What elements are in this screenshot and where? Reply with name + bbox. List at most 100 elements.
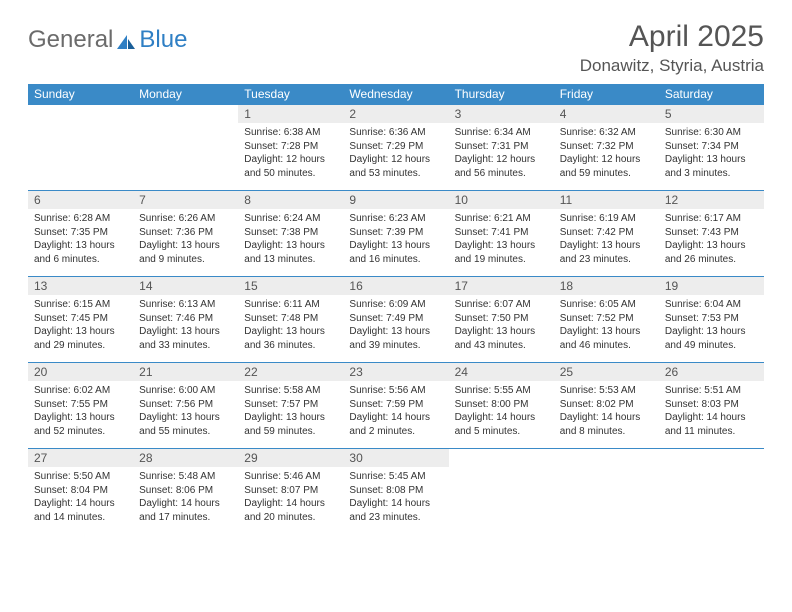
calendar-table: SundayMondayTuesdayWednesdayThursdayFrid… — [28, 84, 764, 535]
info-line: Sunrise: 5:55 AM — [455, 384, 548, 398]
info-line: Daylight: 14 hours — [665, 411, 758, 425]
weekday-header: Sunday — [28, 84, 133, 105]
day-number: 18 — [554, 277, 659, 295]
day-info: Sunrise: 5:45 AMSunset: 8:08 PMDaylight:… — [343, 467, 448, 524]
info-line: Daylight: 13 hours — [665, 153, 758, 167]
info-line: Sunrise: 6:26 AM — [139, 212, 232, 226]
day-info: Sunrise: 6:11 AMSunset: 7:48 PMDaylight:… — [238, 295, 343, 352]
day-info: Sunrise: 5:46 AMSunset: 8:07 PMDaylight:… — [238, 467, 343, 524]
day-number: 6 — [28, 191, 133, 209]
info-line: Daylight: 13 hours — [139, 411, 232, 425]
info-line: Daylight: 13 hours — [244, 239, 337, 253]
day-number: 9 — [343, 191, 448, 209]
day-number: 3 — [449, 105, 554, 123]
info-line: and 9 minutes. — [139, 253, 232, 267]
info-line: Sunrise: 5:53 AM — [560, 384, 653, 398]
info-line: Sunset: 7:36 PM — [139, 226, 232, 240]
day-number: 8 — [238, 191, 343, 209]
day-info: Sunrise: 6:38 AMSunset: 7:28 PMDaylight:… — [238, 123, 343, 180]
info-line: and 17 minutes. — [139, 511, 232, 525]
info-line: and 55 minutes. — [139, 425, 232, 439]
info-line: Sunrise: 6:09 AM — [349, 298, 442, 312]
weekday-header: Wednesday — [343, 84, 448, 105]
weekday-header: Monday — [133, 84, 238, 105]
logo: GeneralBlue — [28, 20, 187, 54]
page-header: GeneralBlue April 2025 Donawitz, Styria,… — [28, 20, 764, 76]
day-number: 25 — [554, 363, 659, 381]
day-number: 22 — [238, 363, 343, 381]
day-info: Sunrise: 6:05 AMSunset: 7:52 PMDaylight:… — [554, 295, 659, 352]
info-line: Sunrise: 6:36 AM — [349, 126, 442, 140]
day-info: Sunrise: 6:23 AMSunset: 7:39 PMDaylight:… — [343, 209, 448, 266]
day-info: Sunrise: 6:21 AMSunset: 7:41 PMDaylight:… — [449, 209, 554, 266]
info-line: Sunrise: 5:51 AM — [665, 384, 758, 398]
calendar-day-cell: . — [449, 449, 554, 535]
day-info: Sunrise: 6:09 AMSunset: 7:49 PMDaylight:… — [343, 295, 448, 352]
day-info: Sunrise: 6:28 AMSunset: 7:35 PMDaylight:… — [28, 209, 133, 266]
calendar-week-row: 13Sunrise: 6:15 AMSunset: 7:45 PMDayligh… — [28, 277, 764, 363]
info-line: Sunrise: 6:32 AM — [560, 126, 653, 140]
calendar-day-cell: 22Sunrise: 5:58 AMSunset: 7:57 PMDayligh… — [238, 363, 343, 449]
info-line: Sunset: 7:48 PM — [244, 312, 337, 326]
day-number: 19 — [659, 277, 764, 295]
calendar-day-cell: 7Sunrise: 6:26 AMSunset: 7:36 PMDaylight… — [133, 191, 238, 277]
calendar-day-cell: 27Sunrise: 5:50 AMSunset: 8:04 PMDayligh… — [28, 449, 133, 535]
info-line: Sunrise: 6:05 AM — [560, 298, 653, 312]
day-info: Sunrise: 6:36 AMSunset: 7:29 PMDaylight:… — [343, 123, 448, 180]
info-line: Sunset: 8:06 PM — [139, 484, 232, 498]
day-number: 28 — [133, 449, 238, 467]
info-line: Sunset: 8:08 PM — [349, 484, 442, 498]
title-block: April 2025 Donawitz, Styria, Austria — [580, 20, 764, 76]
info-line: Sunset: 7:50 PM — [455, 312, 548, 326]
calendar-day-cell: . — [554, 449, 659, 535]
info-line: Daylight: 12 hours — [560, 153, 653, 167]
info-line: Daylight: 13 hours — [349, 325, 442, 339]
calendar-day-cell: . — [659, 449, 764, 535]
info-line: Sunset: 7:49 PM — [349, 312, 442, 326]
info-line: and 2 minutes. — [349, 425, 442, 439]
info-line: and 46 minutes. — [560, 339, 653, 353]
info-line: Sunrise: 5:50 AM — [34, 470, 127, 484]
day-info: Sunrise: 6:30 AMSunset: 7:34 PMDaylight:… — [659, 123, 764, 180]
info-line: and 11 minutes. — [665, 425, 758, 439]
info-line: Sunset: 8:04 PM — [34, 484, 127, 498]
day-info: Sunrise: 6:00 AMSunset: 7:56 PMDaylight:… — [133, 381, 238, 438]
info-line: Sunrise: 6:19 AM — [560, 212, 653, 226]
info-line: Sunset: 7:38 PM — [244, 226, 337, 240]
day-number: 2 — [343, 105, 448, 123]
day-number: 10 — [449, 191, 554, 209]
day-info: Sunrise: 6:32 AMSunset: 7:32 PMDaylight:… — [554, 123, 659, 180]
calendar-day-cell: 9Sunrise: 6:23 AMSunset: 7:39 PMDaylight… — [343, 191, 448, 277]
info-line: Daylight: 13 hours — [244, 325, 337, 339]
day-info: Sunrise: 5:58 AMSunset: 7:57 PMDaylight:… — [238, 381, 343, 438]
calendar-day-cell: . — [28, 105, 133, 191]
day-info: Sunrise: 6:13 AMSunset: 7:46 PMDaylight:… — [133, 295, 238, 352]
day-info: Sunrise: 6:04 AMSunset: 7:53 PMDaylight:… — [659, 295, 764, 352]
info-line: Sunset: 7:31 PM — [455, 140, 548, 154]
info-line: Daylight: 13 hours — [455, 239, 548, 253]
info-line: Sunrise: 5:48 AM — [139, 470, 232, 484]
info-line: Sunset: 7:28 PM — [244, 140, 337, 154]
calendar-day-cell: 26Sunrise: 5:51 AMSunset: 8:03 PMDayligh… — [659, 363, 764, 449]
weekday-header: Friday — [554, 84, 659, 105]
calendar-day-cell: 28Sunrise: 5:48 AMSunset: 8:06 PMDayligh… — [133, 449, 238, 535]
weekday-header: Tuesday — [238, 84, 343, 105]
calendar-day-cell: 5Sunrise: 6:30 AMSunset: 7:34 PMDaylight… — [659, 105, 764, 191]
calendar-page: GeneralBlue April 2025 Donawitz, Styria,… — [0, 0, 792, 535]
day-info: Sunrise: 6:02 AMSunset: 7:55 PMDaylight:… — [28, 381, 133, 438]
info-line: Sunrise: 5:45 AM — [349, 470, 442, 484]
info-line: Daylight: 14 hours — [349, 497, 442, 511]
weekday-header: Thursday — [449, 84, 554, 105]
day-number: 21 — [133, 363, 238, 381]
info-line: Sunset: 7:34 PM — [665, 140, 758, 154]
calendar-day-cell: 23Sunrise: 5:56 AMSunset: 7:59 PMDayligh… — [343, 363, 448, 449]
info-line: and 5 minutes. — [455, 425, 548, 439]
day-info: Sunrise: 6:34 AMSunset: 7:31 PMDaylight:… — [449, 123, 554, 180]
month-title: April 2025 — [580, 20, 764, 54]
info-line: and 36 minutes. — [244, 339, 337, 353]
info-line: Sunrise: 6:07 AM — [455, 298, 548, 312]
calendar-day-cell: 18Sunrise: 6:05 AMSunset: 7:52 PMDayligh… — [554, 277, 659, 363]
calendar-day-cell: 20Sunrise: 6:02 AMSunset: 7:55 PMDayligh… — [28, 363, 133, 449]
day-number: 7 — [133, 191, 238, 209]
calendar-week-row: 27Sunrise: 5:50 AMSunset: 8:04 PMDayligh… — [28, 449, 764, 535]
